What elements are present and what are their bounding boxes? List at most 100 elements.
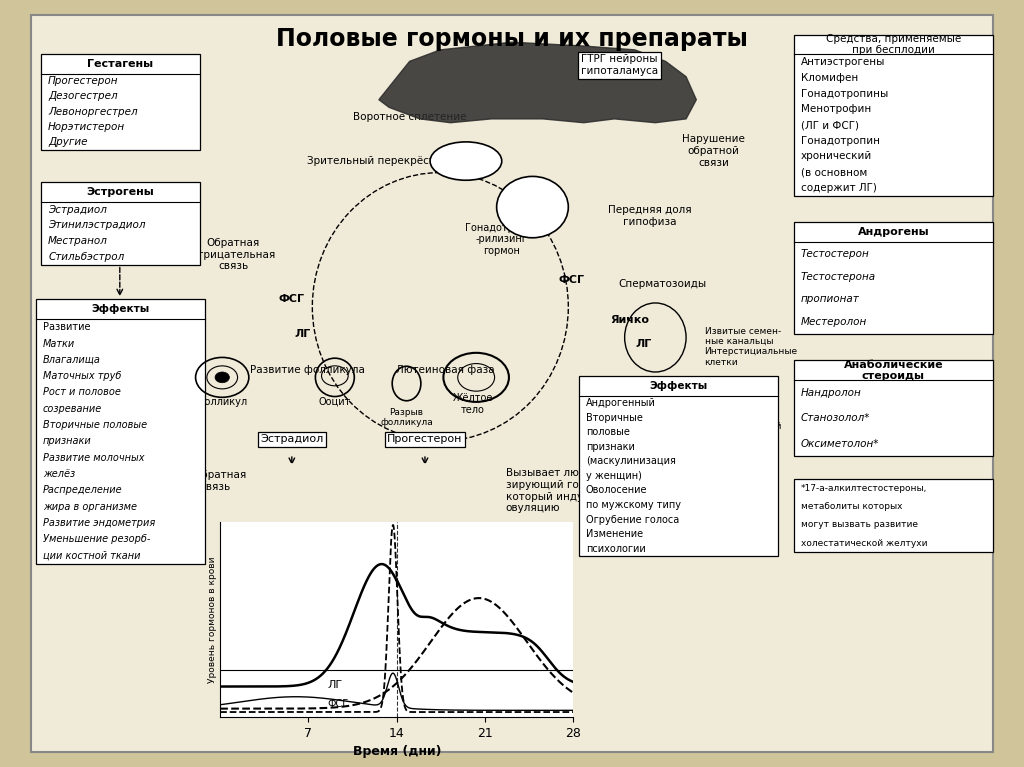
Text: Гестагены: Гестагены	[87, 58, 154, 69]
Text: ФСГ: ФСГ	[279, 294, 305, 304]
Text: Матки: Матки	[43, 338, 75, 348]
Text: Анаболические
стероиды: Анаболические стероиды	[844, 360, 943, 381]
Text: Тестостерона: Тестостерона	[801, 272, 876, 281]
Text: Жёлтое
тело: Жёлтое тело	[453, 393, 494, 415]
Text: Распределение: Распределение	[43, 486, 123, 495]
Text: Кломифен: Кломифен	[801, 73, 858, 83]
FancyBboxPatch shape	[41, 54, 200, 150]
Text: Антиэстрогены: Антиэстрогены	[801, 58, 885, 67]
FancyBboxPatch shape	[794, 35, 993, 196]
Text: + обратная
связь: + обратная связь	[183, 470, 247, 492]
Ellipse shape	[430, 142, 502, 180]
Text: признаки: признаки	[586, 442, 635, 452]
Text: Местранол: Местранол	[48, 236, 108, 246]
Text: Средства, применяемые
при бесплодии: Средства, применяемые при бесплодии	[825, 34, 962, 55]
Text: Другие: Другие	[48, 137, 88, 147]
Text: половые: половые	[586, 427, 630, 437]
Text: содержит ЛГ): содержит ЛГ)	[801, 183, 877, 193]
Text: Тестостерон: Тестостерон	[801, 249, 869, 258]
Text: Норэтистерон: Норэтистерон	[48, 122, 125, 132]
Text: Сперматозоиды: Сперматозоиды	[618, 278, 707, 289]
FancyBboxPatch shape	[579, 376, 778, 556]
Text: Развитие молочных: Развитие молочных	[43, 453, 144, 463]
Text: могут вызвать развитие: могут вызвать развитие	[801, 521, 918, 529]
FancyBboxPatch shape	[794, 360, 993, 456]
Text: метаболиты которых: метаболиты которых	[801, 502, 902, 511]
Text: Маточных труб: Маточных труб	[43, 371, 122, 381]
Text: *17-а-алкилтестостероны,: *17-а-алкилтестостероны,	[801, 484, 927, 493]
Text: Левоноргестрел: Левоноргестрел	[48, 107, 138, 117]
Text: Разрыв
фолликула: Разрыв фолликула	[380, 408, 433, 427]
Text: Изменение: Изменение	[586, 529, 643, 539]
Text: ции костной ткани: ции костной ткани	[43, 551, 140, 561]
Text: ФСГ: ФСГ	[558, 275, 585, 285]
Text: Фолликул: Фолликул	[197, 397, 248, 407]
Text: Обратная
отрицательная
связь: Обратная отрицательная связь	[191, 238, 275, 272]
Text: Стильбэстрол: Стильбэстрол	[48, 252, 124, 262]
Text: Эстрадиол: Эстрадиол	[260, 434, 324, 445]
Text: Андрогенный: Андрогенный	[586, 398, 655, 408]
Text: Зрительный перекрёст: Зрительный перекрёст	[307, 156, 435, 166]
Text: Менотрофин: Менотрофин	[801, 104, 871, 114]
Text: жира в организме: жира в организме	[43, 502, 137, 512]
Text: Рост и половое: Рост и половое	[43, 387, 121, 397]
Circle shape	[215, 372, 229, 383]
FancyBboxPatch shape	[31, 15, 993, 752]
Text: Прогестерон: Прогестерон	[387, 434, 463, 445]
Text: Эстрогены: Эстрогены	[86, 186, 155, 197]
Text: Станозолол*: Станозолол*	[801, 413, 870, 423]
Text: (маскулинизация: (маскулинизация	[586, 456, 676, 466]
Y-axis label: Уровень гормонов в крови: Уровень гормонов в крови	[208, 556, 217, 683]
Text: Воротное сплетение: Воротное сплетение	[353, 111, 467, 122]
FancyBboxPatch shape	[794, 479, 993, 552]
Text: Гонадотропины: Гонадотропины	[801, 89, 888, 99]
Text: психологии: психологии	[586, 544, 645, 554]
Text: Тестостерон: Тестостерон	[613, 399, 693, 410]
FancyBboxPatch shape	[41, 182, 200, 265]
Text: Вторичные половые: Вторичные половые	[43, 420, 147, 430]
Text: Дигидротестостерон: Дигидротестостерон	[587, 459, 714, 469]
Text: Оксиметолон*: Оксиметолон*	[801, 439, 880, 449]
Text: Уменьшение резорб-: Уменьшение резорб-	[43, 535, 151, 545]
Text: Яичко: Яичко	[610, 314, 649, 325]
Text: ЛГ: ЛГ	[635, 338, 651, 349]
Text: ФСГ: ФСГ	[328, 699, 348, 709]
Text: Этинилэстрадиол: Этинилэстрадиол	[48, 220, 145, 230]
Text: Местеролон: Местеролон	[801, 318, 867, 328]
Text: Анаболический
синтез
белка: Анаболический синтез белка	[709, 422, 782, 452]
Text: Андрогены: Андрогены	[858, 227, 929, 238]
Text: Передняя доля
гипофиза: Передняя доля гипофиза	[608, 206, 692, 227]
Text: Половые гормоны и их препараты: Половые гормоны и их препараты	[276, 27, 748, 51]
Text: Дезогестрел: Дезогестрел	[48, 91, 118, 101]
Text: Ооцит: Ооцит	[318, 397, 351, 407]
Text: ЛГ: ЛГ	[328, 680, 343, 690]
X-axis label: Время (дни): Время (дни)	[352, 746, 441, 759]
Text: пропионат: пропионат	[801, 295, 859, 304]
Text: ГТРГ нейроны
гипоталамуса: ГТРГ нейроны гипоталамуса	[581, 54, 658, 76]
Text: Развитие: Развитие	[43, 322, 90, 332]
Text: желёз: желёз	[43, 469, 75, 479]
Text: Гонадотропин
-рилизинг
гормон: Гонадотропин -рилизинг гормон	[465, 222, 539, 256]
Polygon shape	[379, 42, 696, 123]
Text: по мужскому типу: по мужскому типу	[586, 500, 681, 510]
FancyBboxPatch shape	[794, 222, 993, 334]
Text: Гонадотропин: Гонадотропин	[801, 136, 880, 146]
Text: Рост: Рост	[755, 524, 777, 535]
Text: Развитие фолликула: Развитие фолликула	[250, 365, 365, 376]
Text: Нарушение
обратной
связи: Нарушение обратной связи	[682, 134, 745, 168]
Text: признаки: признаки	[43, 436, 92, 446]
Text: Эффекты: Эффекты	[649, 380, 708, 391]
Ellipse shape	[497, 176, 568, 238]
Text: Извитые семен-
ные канальцы
Интерстициальные
клетки: Извитые семен- ные канальцы Интерстициал…	[705, 327, 798, 367]
Text: Вызывает лютеини-
зирующий гормон,
который индуцирует
овуляцию: Вызывает лютеини- зирующий гормон, котор…	[506, 469, 623, 513]
Text: (ЛГ и ФСГ): (ЛГ и ФСГ)	[801, 120, 859, 130]
Text: Эффекты: Эффекты	[91, 304, 150, 314]
Text: Оволосение: Оволосение	[586, 486, 647, 495]
Text: Вторичные: Вторичные	[586, 413, 643, 423]
Text: Развитие эндометрия: Развитие эндометрия	[43, 518, 156, 528]
Text: у женщин): у женщин)	[586, 471, 642, 481]
Text: Огрубение голоса: Огрубение голоса	[586, 515, 679, 525]
Text: Эстрадиол: Эстрадиол	[48, 205, 106, 215]
Text: Прогестерон: Прогестерон	[48, 76, 119, 86]
Text: Нандролон: Нандролон	[801, 388, 861, 398]
